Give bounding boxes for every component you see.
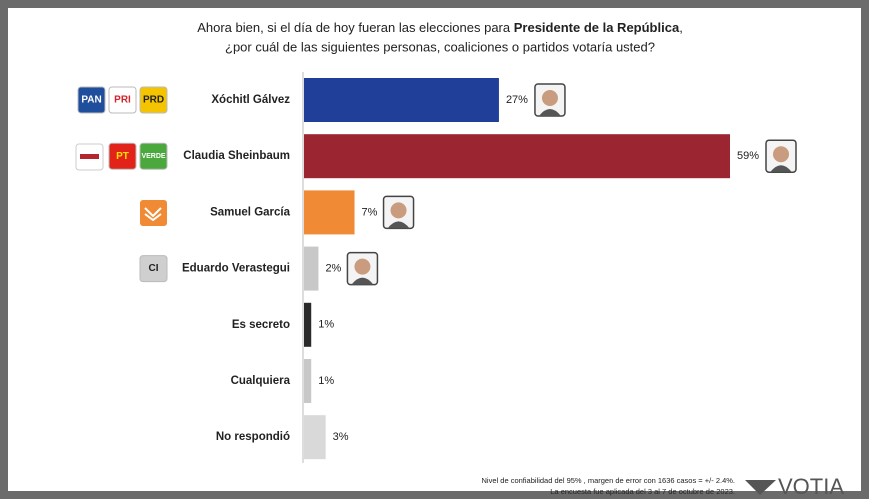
category-label: Cualquiera bbox=[231, 375, 291, 387]
chart-title: Ahora bien, si el día de hoy fueran las … bbox=[197, 20, 683, 35]
party-logo bbox=[139, 86, 168, 114]
candidate-body bbox=[387, 221, 410, 229]
party-logo bbox=[139, 142, 168, 170]
value-label: 1% bbox=[318, 319, 334, 331]
value-label: 1% bbox=[318, 375, 334, 387]
value-label: 2% bbox=[325, 263, 341, 275]
party-logo-label: CI bbox=[149, 263, 159, 274]
footnote: Nivel de confiabilidad del 95% , margen … bbox=[482, 476, 735, 485]
candidate-face bbox=[390, 202, 407, 219]
party-logo-label: PRD bbox=[143, 95, 164, 106]
party-logo bbox=[77, 86, 106, 114]
bar bbox=[304, 359, 312, 403]
value-label: 3% bbox=[333, 431, 349, 443]
party-logo-mark bbox=[144, 207, 162, 222]
footnote: La encuesta fue aplicada del 3 al 7 de o… bbox=[550, 487, 735, 496]
category-label: No respondió bbox=[216, 431, 290, 443]
bar bbox=[304, 190, 355, 235]
candidate-face bbox=[354, 258, 371, 275]
category-label: Xóchitl Gálvez bbox=[211, 94, 290, 106]
bar bbox=[304, 78, 499, 122]
bar bbox=[304, 134, 730, 179]
candidate-body bbox=[351, 277, 374, 285]
party-logo bbox=[108, 142, 137, 170]
brand-mark bbox=[745, 480, 776, 495]
category-label: Es secreto bbox=[232, 319, 290, 331]
candidate-face bbox=[773, 146, 789, 163]
party-logo-mark bbox=[80, 154, 99, 159]
category-label: Claudia Sheinbaum bbox=[183, 150, 290, 162]
candidate-body bbox=[770, 165, 792, 173]
brand: VOTIA bbox=[778, 474, 844, 499]
title-part: Ahora bien, si el día de hoy fueran las … bbox=[197, 20, 514, 35]
bar bbox=[304, 415, 326, 460]
bar bbox=[304, 302, 312, 347]
category-label: Eduardo Verastegui bbox=[182, 263, 290, 275]
party-logo-label: VERDE bbox=[141, 153, 165, 160]
category-label: Samuel García bbox=[210, 206, 291, 218]
party-logo bbox=[108, 86, 137, 114]
value-label: 7% bbox=[362, 206, 378, 218]
value-label: 59% bbox=[737, 150, 759, 162]
title-part: , bbox=[679, 20, 683, 35]
party-logo-label: PRI bbox=[114, 95, 131, 106]
party-logo bbox=[140, 200, 167, 226]
title-part: Presidente de la República bbox=[514, 20, 680, 35]
bar bbox=[304, 246, 319, 291]
value-label: 27% bbox=[506, 94, 528, 106]
candidate-face bbox=[541, 90, 558, 106]
chart-subtitle: ¿por cuál de las siguientes personas, co… bbox=[225, 39, 655, 54]
party-logo bbox=[139, 255, 168, 283]
party-logo-label: PAN bbox=[81, 95, 101, 106]
candidate-body bbox=[538, 109, 561, 116]
party-logo-label: PT bbox=[116, 151, 129, 162]
